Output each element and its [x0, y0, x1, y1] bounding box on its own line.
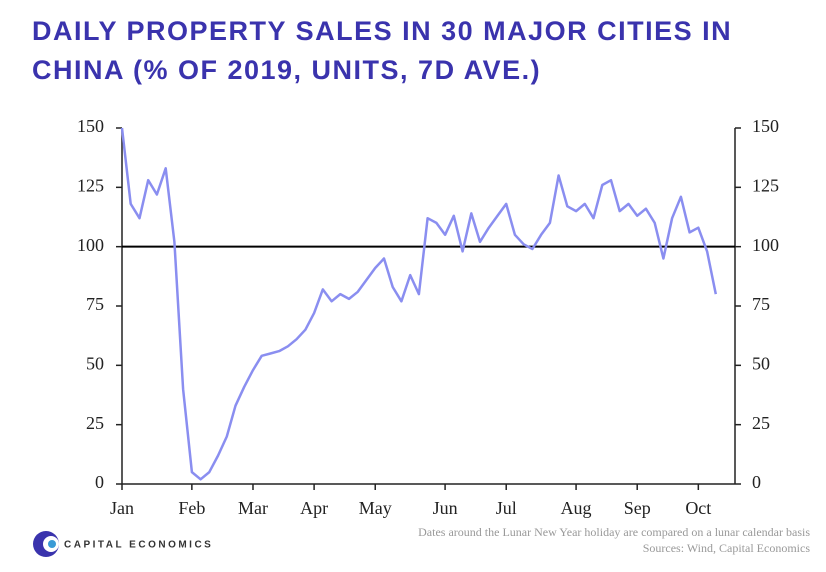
x-tick-label: Sep [624, 498, 651, 518]
x-tick-label: Apr [300, 498, 328, 518]
footnote: Dates around the Lunar New Year holiday … [418, 525, 810, 539]
logo-text: CAPITAL ECONOMICS [64, 540, 213, 551]
logo-icon [33, 531, 59, 557]
x-tick-label: May [359, 498, 392, 518]
y-tick-label: 100 [77, 235, 104, 255]
x-tick-label: Jan [110, 498, 134, 518]
x-tick-label: Oct [685, 498, 711, 518]
source: Sources: Wind, Capital Economics [643, 541, 811, 555]
y2-tick-label: 125 [752, 175, 779, 195]
y2-tick-label: 25 [752, 413, 770, 433]
chart-title: DAILY PROPERTY SALES IN 30 MAJOR CITIES … [32, 16, 732, 46]
y-tick-label: 50 [86, 353, 104, 373]
y-tick-label: 75 [86, 294, 104, 314]
x-tick-label: Mar [238, 498, 268, 518]
y-tick-label: 150 [77, 116, 104, 136]
y2-tick-label: 100 [752, 235, 779, 255]
chart-title: CHINA (% OF 2019, UNITS, 7D AVE.) [32, 55, 541, 85]
y-tick-label: 25 [86, 413, 104, 433]
x-tick-label: Jul [496, 498, 517, 518]
x-tick-label: Aug [561, 498, 592, 518]
y-tick-label: 0 [95, 472, 104, 492]
line-series [120, 127, 718, 481]
y2-tick-label: 150 [752, 116, 779, 136]
y-tick-label: 125 [77, 175, 104, 195]
x-tick-label: Jun [433, 498, 458, 518]
x-tick-label: Feb [178, 498, 205, 518]
y2-tick-label: 75 [752, 294, 770, 314]
y2-tick-label: 0 [752, 472, 761, 492]
y2-tick-label: 50 [752, 353, 770, 373]
